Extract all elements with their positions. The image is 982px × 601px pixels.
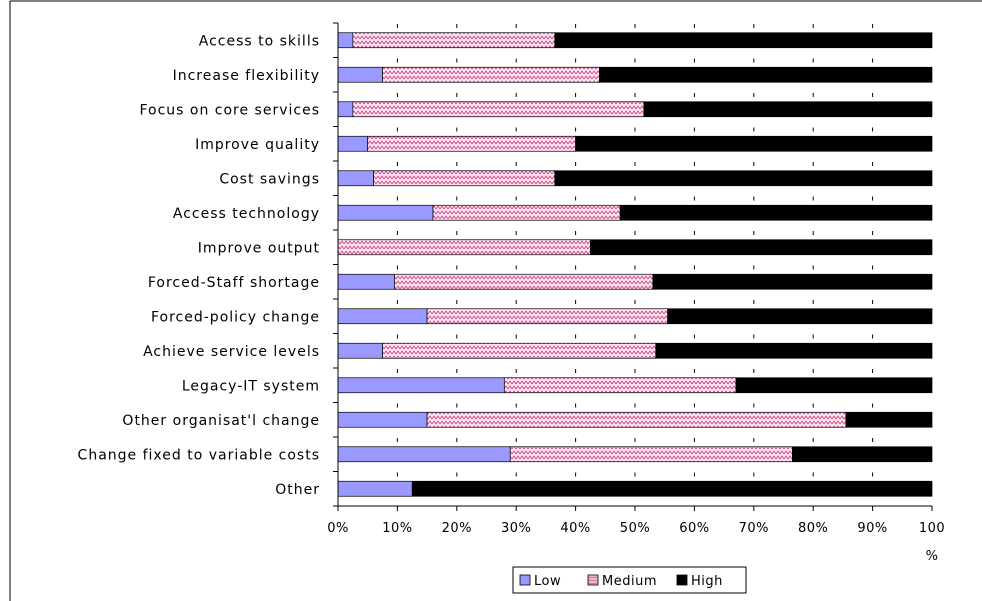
category-label: Focus on core services — [139, 102, 320, 118]
bar-medium — [352, 101, 645, 118]
bar-high — [575, 135, 933, 152]
legend: Low Medium High — [512, 566, 747, 594]
bar-medium — [352, 32, 556, 49]
bar-high — [735, 377, 933, 394]
x-tick-label: 30% — [501, 521, 531, 536]
category-label: Improve output — [198, 240, 320, 256]
x-tick-label: 60% — [679, 521, 709, 536]
legend-label-high: High — [691, 574, 723, 589]
bar-low — [337, 308, 428, 325]
bar-high — [590, 239, 933, 256]
x-tick-label: 40% — [560, 521, 590, 536]
x-tick-label: 70% — [739, 521, 769, 536]
bar-low — [337, 411, 428, 428]
bar-medium — [394, 273, 654, 290]
legend-label-medium: Medium — [602, 574, 657, 589]
bar-medium — [503, 377, 737, 394]
bar-medium — [337, 239, 591, 256]
bar-low — [337, 170, 374, 187]
legend-swatch-medium — [587, 574, 599, 586]
bar-high — [792, 446, 933, 463]
category-label: Achieve service levels — [143, 344, 320, 360]
bar-low — [337, 66, 383, 83]
bar-high — [652, 273, 933, 290]
category-label: Legacy-IT system — [182, 378, 320, 394]
x-tick-label: 0% — [327, 521, 349, 536]
bar-low — [337, 480, 413, 497]
bar-medium — [426, 411, 847, 428]
bar-medium — [382, 342, 657, 359]
category-label: Other — [275, 482, 320, 498]
bar-medium — [426, 308, 669, 325]
category-label: Other organisat'l change — [122, 413, 320, 429]
bar-low — [337, 32, 354, 49]
x-tick-label-suffix: % — [926, 549, 939, 564]
bar-high — [845, 411, 933, 428]
category-label: Access to skills — [199, 33, 320, 49]
bar-high — [667, 308, 933, 325]
bar-low — [337, 101, 354, 118]
legend-swatch-high — [676, 574, 688, 586]
bar-medium — [432, 204, 621, 221]
legend-swatch-low — [519, 574, 531, 586]
category-label: Change fixed to variable costs — [78, 447, 320, 463]
category-label: Improve quality — [195, 137, 320, 153]
bar-high — [655, 342, 933, 359]
x-tick-label: 10% — [382, 521, 412, 536]
bar-high — [554, 32, 933, 49]
category-label: Forced-Staff shortage — [148, 275, 320, 291]
bar-low — [337, 342, 383, 359]
x-tick-label: 100 — [919, 521, 945, 536]
bar-medium — [382, 66, 600, 83]
bar-high — [554, 170, 933, 187]
category-label: Access technology — [173, 206, 320, 222]
legend-label-low: Low — [534, 574, 561, 589]
bar-low — [337, 204, 434, 221]
bar-low — [337, 377, 505, 394]
bar-low — [337, 446, 511, 463]
x-tick-label: 50% — [620, 521, 650, 536]
x-tick-label: 20% — [442, 521, 472, 536]
x-tick-label: 80% — [798, 521, 828, 536]
category-label: Cost savings — [219, 171, 320, 187]
labels-layer: Access to skills Increase flexibility Focu… — [78, 33, 945, 564]
bar-high — [599, 66, 933, 83]
bar-high — [643, 101, 933, 118]
bar-medium — [509, 446, 793, 463]
axes-layer — [333, 22, 933, 511]
bar-high — [619, 204, 933, 221]
x-tick-label: 90% — [857, 521, 887, 536]
category-label: Increase flexibility — [173, 68, 320, 84]
bar-medium — [367, 135, 576, 152]
bar-high — [411, 480, 933, 497]
bar-low — [337, 135, 369, 152]
bar-low — [337, 273, 395, 290]
bars-layer — [337, 32, 933, 497]
legend-box — [512, 566, 747, 594]
bar-medium — [373, 170, 556, 187]
category-label: Forced-policy change — [151, 309, 320, 325]
